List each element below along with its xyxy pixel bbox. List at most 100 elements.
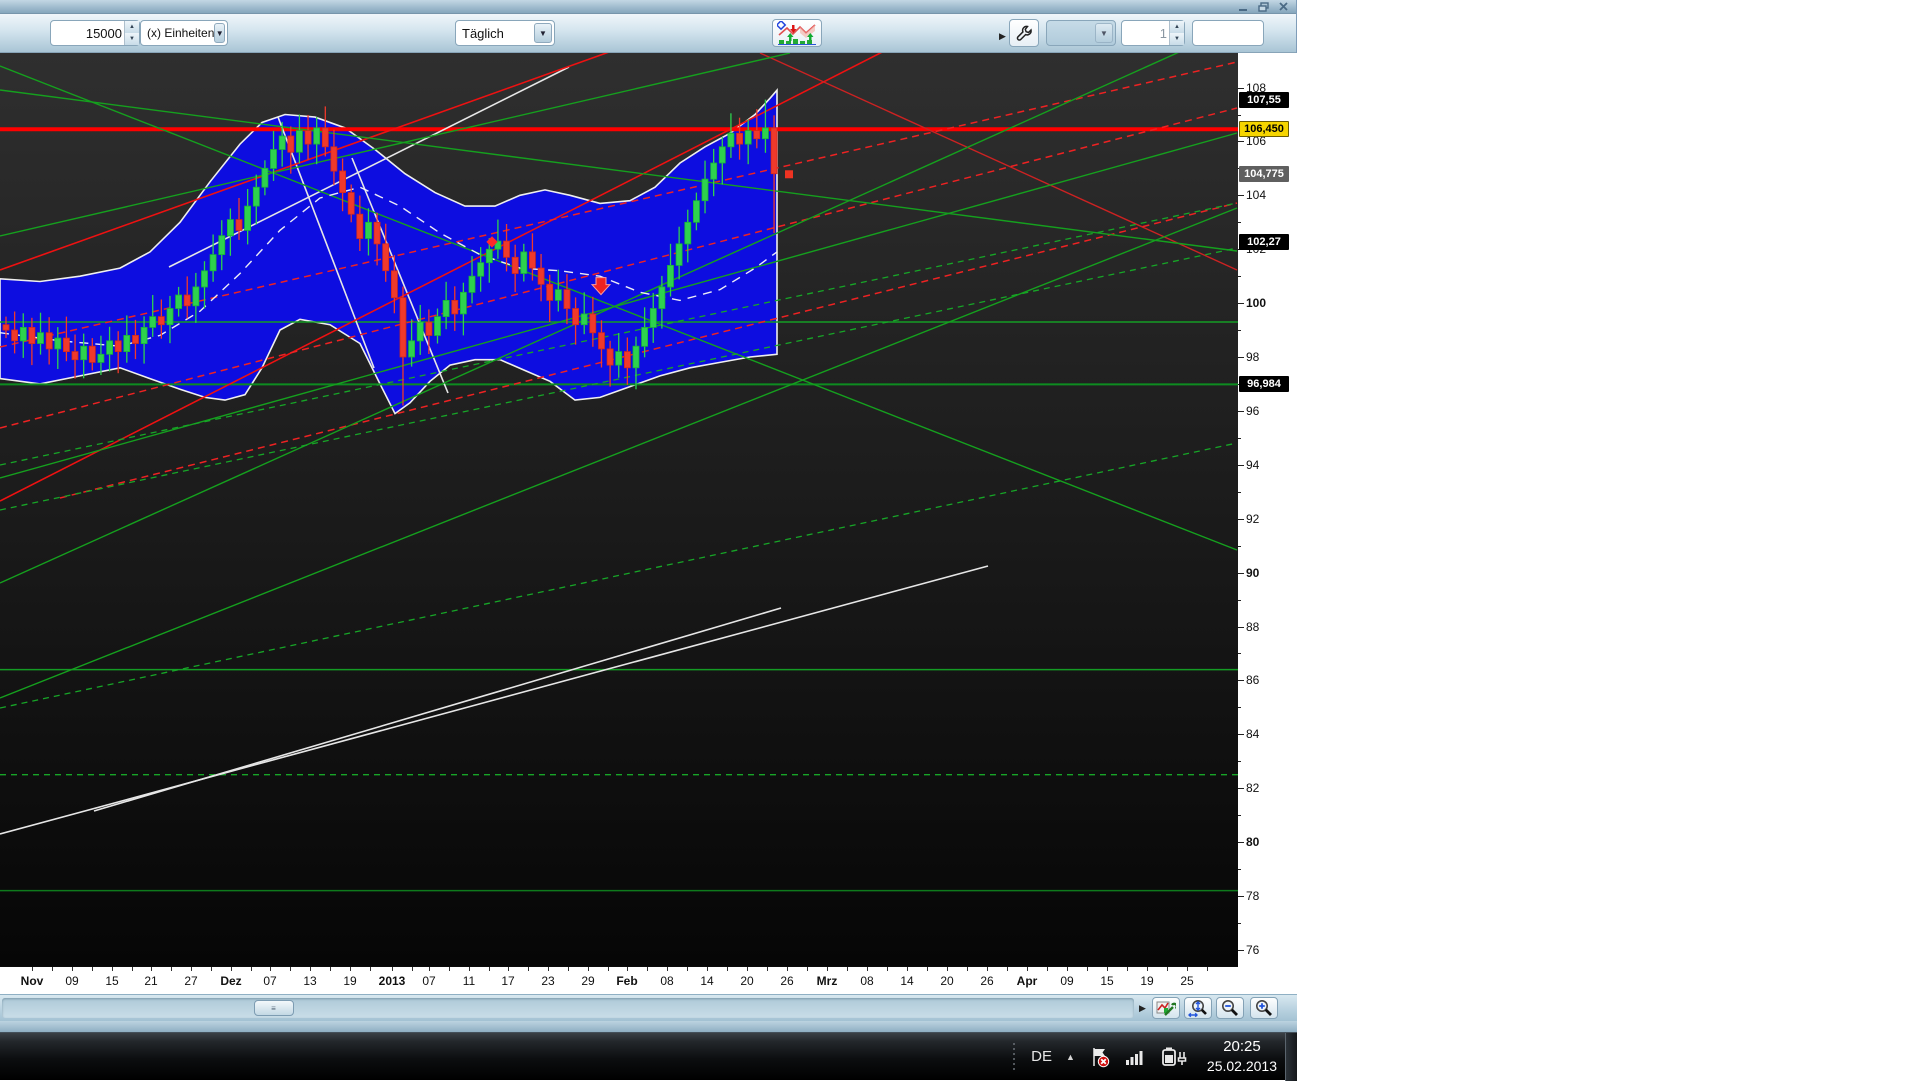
trend-line[interactable] <box>168 66 570 268</box>
scrollbar-handle[interactable]: ≡ <box>254 1000 294 1016</box>
trend-line[interactable] <box>0 207 1238 699</box>
chevron-down-icon[interactable]: ▼ <box>534 23 552 43</box>
candle-body <box>632 345 640 369</box>
trend-line[interactable] <box>0 53 760 271</box>
x-axis-tick <box>489 967 490 971</box>
network-signal-icon[interactable] <box>1125 1047 1147 1067</box>
x-axis-label: Mrz <box>816 974 838 988</box>
candle-body <box>278 135 286 150</box>
chevron-down-icon[interactable]: ▼ <box>214 23 225 43</box>
price-badge[interactable]: 96,984 <box>1239 376 1289 393</box>
trend-line[interactable] <box>0 565 989 835</box>
toolbar-expand-arrow[interactable]: ▶ <box>999 31 1006 41</box>
zoom-in-button[interactable] <box>1250 997 1278 1019</box>
candle-body <box>770 127 778 175</box>
symbol-input[interactable] <box>1192 20 1264 46</box>
candle-body <box>727 132 735 148</box>
power-plug-icon[interactable] <box>1161 1046 1187 1068</box>
candle-body <box>201 270 208 288</box>
x-axis-tick <box>847 967 848 971</box>
x-axis-tick <box>807 967 808 971</box>
x-axis-tick <box>449 967 450 971</box>
x-axis-label: Apr <box>1016 974 1038 988</box>
period-dropdown[interactable]: Täglich ▼ <box>455 20 555 46</box>
restore-button[interactable] <box>1257 1 1270 12</box>
trend-line[interactable] <box>0 107 1238 429</box>
trend-line[interactable] <box>0 89 1238 252</box>
trend-line[interactable] <box>0 53 791 237</box>
candle-body <box>287 135 295 153</box>
trend-line[interactable] <box>277 116 375 369</box>
y-axis-tick <box>1238 437 1241 439</box>
candle-body <box>442 299 450 317</box>
zoom-out-button[interactable] <box>1216 997 1244 1019</box>
sell-marker-diamond[interactable] <box>486 236 498 248</box>
action-center-flag-icon[interactable] <box>1089 1046 1111 1068</box>
language-indicator[interactable]: DE <box>1031 1048 1052 1065</box>
trend-line[interactable] <box>0 132 1238 479</box>
trend-line[interactable] <box>0 61 1238 348</box>
trend-line[interactable] <box>0 53 1237 584</box>
candle-body <box>19 326 27 342</box>
spinner-arrows-icon[interactable]: ▲ ▼ <box>124 21 139 45</box>
y-axis-tick <box>1238 276 1241 278</box>
candle-body <box>649 308 657 328</box>
x-axis-label: 08 <box>860 974 874 988</box>
price-badge[interactable]: 104,775 <box>1239 166 1289 183</box>
clock-time: 20:25 <box>1223 1037 1261 1055</box>
candlestick-chart[interactable] <box>0 53 1238 966</box>
x-axis-tick <box>310 967 311 971</box>
period-value: Täglich <box>462 25 504 41</box>
down-arrow-marker[interactable] <box>590 277 612 296</box>
scroll-right-arrow[interactable]: ▶ <box>1139 1003 1146 1013</box>
hidden-icons-arrow[interactable]: ▲ <box>1066 1051 1075 1062</box>
x-axis-tick <box>827 967 828 971</box>
price-axis[interactable]: 7678808284868890929496981001021041061081… <box>1238 53 1297 966</box>
minimize-button[interactable] <box>1237 1 1250 12</box>
taskbar-clock[interactable]: 20:25 25.02.2013 <box>1201 1037 1283 1076</box>
indicator-dropdown[interactable]: ▼ <box>1046 20 1116 46</box>
last-price-marker[interactable] <box>785 170 793 179</box>
candle-body <box>88 345 96 363</box>
trend-line[interactable] <box>0 53 900 502</box>
chart-plot-area[interactable] <box>0 53 1238 966</box>
candle-body <box>408 340 416 358</box>
settings-button[interactable] <box>1009 19 1039 47</box>
candle-body <box>106 340 113 355</box>
trend-line[interactable] <box>0 65 1238 551</box>
candle-body <box>598 332 605 350</box>
show-desktop-button[interactable] <box>1285 1033 1297 1081</box>
x-axis-tick <box>171 967 172 971</box>
units-spinner[interactable]: 15000 ▲ ▼ <box>50 20 140 46</box>
y-axis-tick <box>1238 330 1241 331</box>
x-axis-tick <box>469 967 470 971</box>
trend-line[interactable] <box>0 247 1238 511</box>
x-axis-tick <box>92 967 93 971</box>
x-axis-tick <box>211 967 212 971</box>
chart-scrollbar[interactable]: ≡ <box>2 998 1134 1018</box>
trend-line[interactable] <box>0 442 1238 709</box>
trend-line[interactable] <box>759 53 1238 271</box>
window-titlebar[interactable] <box>0 0 1296 14</box>
price-badge[interactable]: 102,27 <box>1239 233 1289 250</box>
chart-settings-button[interactable] <box>1152 997 1180 1019</box>
zoom-fit-button[interactable] <box>1184 997 1212 1019</box>
price-badge[interactable]: 107,55 <box>1239 91 1289 108</box>
time-axis[interactable]: Nov 09 15 21 27 Dez 07 13 19 2013 07 11 17 23 29 Feb 08 1… <box>0 966 1238 994</box>
count-spinner[interactable]: 1 ▲ ▼ <box>1121 20 1185 46</box>
trend-line[interactable] <box>351 157 449 394</box>
taskbar[interactable]: DE ▲ <box>0 1032 1297 1081</box>
trend-line[interactable] <box>59 202 1238 499</box>
y-axis-tick <box>1238 599 1241 601</box>
y-axis-tick <box>1238 896 1244 897</box>
y-axis-tick <box>1238 680 1244 682</box>
spinner-arrows-icon: ▲ ▼ <box>1169 21 1184 45</box>
chart-type-button[interactable] <box>772 19 822 47</box>
close-button[interactable] <box>1277 1 1290 12</box>
units-type-dropdown[interactable]: (x) Einheiten ▼ <box>140 20 228 46</box>
candle-body <box>313 127 321 145</box>
price-badge[interactable]: 106,450 <box>1239 121 1289 138</box>
x-axis-tick <box>767 967 768 971</box>
x-axis-tick <box>1147 967 1148 971</box>
x-axis-tick <box>72 967 73 971</box>
